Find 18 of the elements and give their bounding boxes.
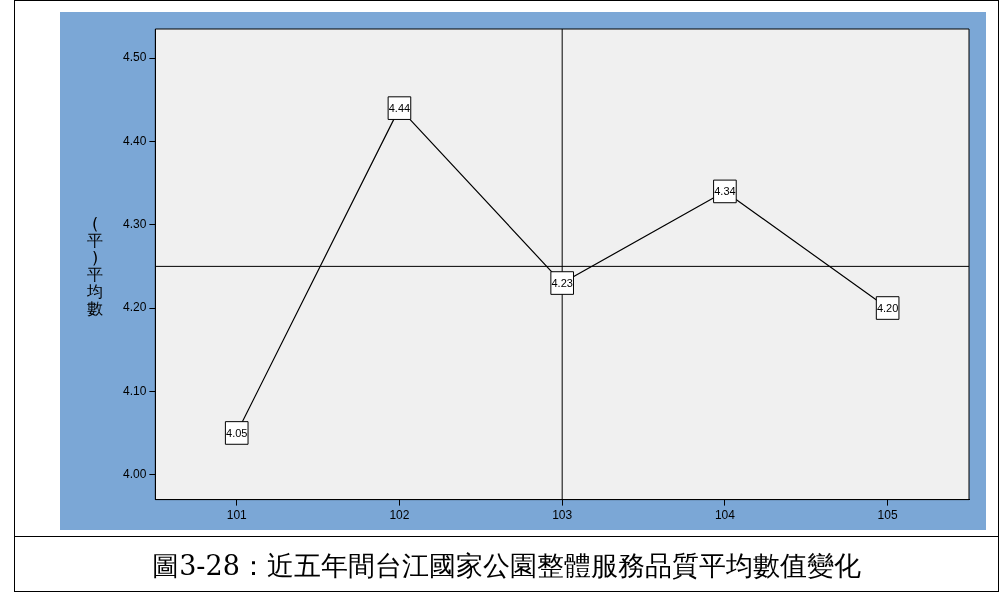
data-label: 4.20 (876, 302, 899, 315)
y-tick-label: 4.50 (123, 50, 147, 65)
data-label: 4.44 (388, 102, 411, 115)
x-tick-label: 104 (714, 508, 736, 523)
data-label: 4.34 (714, 185, 736, 198)
data-label: 4.05 (226, 427, 248, 439)
data-label: 4.23 (551, 277, 573, 290)
y-tick-label: 4.00 (123, 466, 147, 481)
x-tick-label: 101 (226, 508, 248, 523)
x-tick-label: 105 (877, 508, 898, 523)
caption: 圖3-28：近五年間台江國家公園整體服務品質平均數值變化 (151, 549, 862, 583)
x-tick-label: 102 (389, 508, 410, 523)
y-tick-label: 4.40 (123, 133, 147, 148)
y-tick-label: 4.20 (123, 300, 147, 315)
y-axis-title: (平)平均數 (86, 214, 104, 318)
x-tick-label: 103 (552, 508, 573, 523)
y-tick-label: 4.30 (123, 217, 147, 232)
y-tick-label: 4.10 (123, 383, 147, 398)
